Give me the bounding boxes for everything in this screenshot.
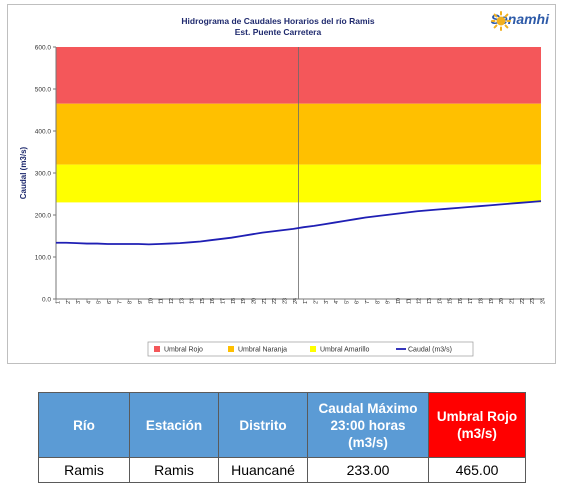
x-tick-label: 9 — [138, 301, 144, 304]
x-tick-label: 3 — [324, 301, 330, 304]
x-tick-label: 16 — [458, 298, 464, 304]
x-tick-label: 19 — [241, 298, 247, 304]
flow-summary-table: Río Estación Distrito Caudal Máximo 23:0… — [38, 392, 526, 483]
cell-umbral-rojo: 465.00 — [428, 457, 526, 483]
x-tick-label: 14 — [190, 298, 196, 304]
x-tick-label: 2 — [313, 301, 319, 304]
hydrograph-chart: Hidrograma de Caudales Horarios del río … — [19, 16, 546, 357]
chart-title: Hidrograma de Caudales Horarios del río … — [181, 16, 374, 26]
x-tick-label: 1 — [303, 301, 309, 304]
legend-swatch — [310, 346, 316, 352]
x-tick-label: 20 — [499, 298, 505, 304]
y-tick-label: 500.0 — [35, 87, 52, 94]
x-tick-label: 19 — [489, 298, 495, 304]
y-axis-label: Caudal (m3/s) — [19, 146, 28, 199]
legend-entry: Umbral Rojo — [164, 347, 203, 354]
legend-swatch — [154, 346, 160, 352]
header-distrito: Distrito — [218, 392, 308, 458]
x-tick-label: 18 — [479, 298, 485, 304]
x-tick-label: 22 — [272, 298, 278, 304]
table-row: Ramis Ramis Huancané 233.00 465.00 — [38, 457, 526, 483]
x-tick-label: 23 — [282, 298, 288, 304]
y-tick-label: 600.0 — [35, 45, 52, 52]
legend-entry: Umbral Amarillo — [320, 347, 370, 354]
cell-distrito: Huancané — [218, 457, 308, 483]
x-tick-label: 15 — [200, 298, 206, 304]
x-tick-label: 8 — [375, 301, 381, 304]
caudal-series-line — [56, 200, 542, 246]
y-tick-label: 0.0 — [42, 297, 51, 304]
x-tick-label: 8 — [128, 301, 134, 304]
y-tick-label: 300.0 — [35, 171, 52, 178]
x-tick-label: 21 — [509, 298, 515, 304]
x-tick-label: 16 — [210, 298, 216, 304]
x-tick-label: 21 — [262, 298, 268, 304]
x-tick-label: 12 — [169, 298, 175, 304]
x-tick-label: 24 — [293, 298, 299, 304]
x-tick-label: 12 — [417, 298, 423, 304]
y-tick-label: 200.0 — [35, 213, 52, 220]
x-tick-label: 18 — [231, 298, 237, 304]
header-rio: Río — [38, 392, 130, 458]
x-tick-label: 5 — [97, 301, 103, 304]
header-caudal-maximo: Caudal Máximo 23:00 horas (m3/s) — [307, 392, 429, 458]
x-tick-label: 7 — [365, 301, 371, 304]
x-tick-label: 23 — [530, 298, 536, 304]
x-tick-label: 3 — [76, 301, 82, 304]
legend-swatch — [228, 346, 234, 352]
header-estacion: Estación — [129, 392, 219, 458]
x-tick-label: 15 — [448, 298, 454, 304]
cell-rio: Ramis — [38, 457, 130, 483]
x-tick-label: 4 — [334, 301, 340, 304]
cell-caudal-maximo: 233.00 — [307, 457, 429, 483]
legend-entry: Umbral Naranja — [238, 347, 287, 354]
x-tick-label: 22 — [520, 298, 526, 304]
x-tick-label: 17 — [468, 298, 474, 304]
chart-subtitle: Est. Puente Carretera — [235, 27, 322, 37]
x-tick-label: 10 — [396, 298, 402, 304]
header-umbral-rojo: Umbral Rojo (m3/s) — [428, 392, 526, 458]
x-tick-label: 9 — [386, 301, 392, 304]
x-tick-label: 11 — [159, 298, 165, 304]
y-tick-label: 400.0 — [35, 129, 52, 136]
x-tick-label: 13 — [427, 298, 433, 304]
x-tick-label: 14 — [437, 298, 443, 304]
chart-panel: Senamhi Hidrograma de Caudales Horarios … — [7, 4, 556, 364]
x-tick-label: 20 — [252, 298, 258, 304]
x-tick-label: 24 — [540, 298, 546, 304]
x-tick-label: 7 — [117, 301, 123, 304]
x-tick-label: 11 — [406, 298, 412, 304]
y-tick-label: 100.0 — [35, 255, 52, 262]
table-header-row: Río Estación Distrito Caudal Máximo 23:0… — [38, 392, 526, 458]
x-tick-label: 2 — [66, 301, 72, 304]
x-tick-label: 1 — [55, 301, 61, 304]
x-tick-label: 5 — [344, 301, 350, 304]
legend-entry: Caudal (m3/s) — [408, 347, 452, 354]
x-tick-label: 4 — [86, 301, 92, 304]
cell-estacion: Ramis — [129, 457, 219, 483]
x-tick-label: 10 — [148, 298, 154, 304]
senamhi-logo: Senamhi — [490, 11, 549, 31]
x-tick-label: 6 — [355, 301, 361, 304]
x-tick-label: 17 — [221, 298, 227, 304]
sun-icon — [490, 11, 511, 31]
x-tick-label: 6 — [107, 301, 113, 304]
x-tick-label: 13 — [179, 298, 185, 304]
